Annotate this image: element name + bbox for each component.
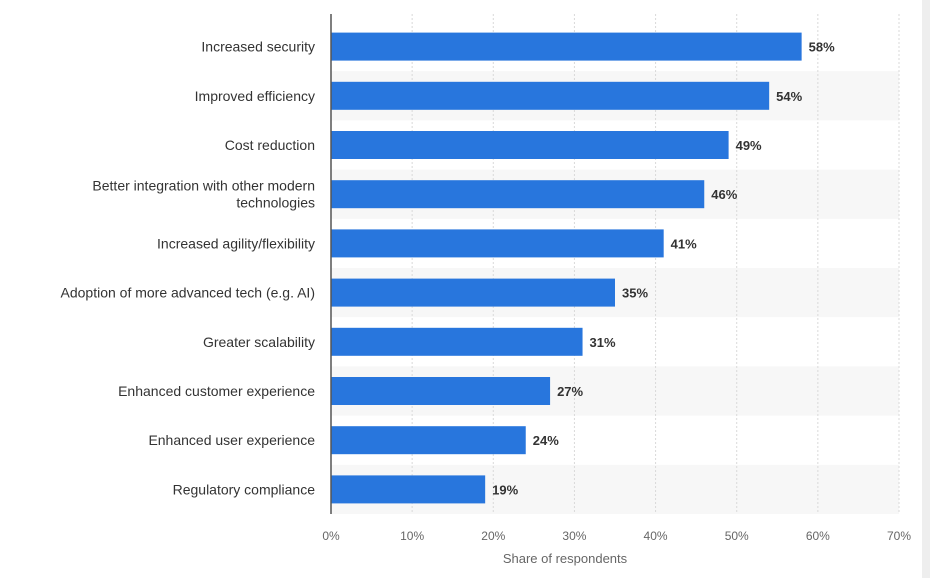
bar[interactable] <box>331 426 526 455</box>
bar[interactable] <box>331 32 802 61</box>
x-tick-label: 50% <box>725 529 749 543</box>
bar[interactable] <box>331 278 615 307</box>
bar[interactable] <box>331 229 664 258</box>
x-tick-label: 0% <box>322 529 340 543</box>
bar[interactable] <box>331 327 583 356</box>
category-label: Improved efficiency <box>195 88 315 104</box>
value-label: 31% <box>590 335 616 350</box>
category-label: Increased security <box>201 39 315 55</box>
category-label: Increased agility/flexibility <box>157 235 315 251</box>
value-label: 46% <box>711 187 737 202</box>
value-labels: 58% 54% 49% 46% 41% 35% 31% 27% 24% 19% <box>492 40 835 498</box>
x-axis-title: Share of respondents <box>503 551 628 566</box>
value-label: 19% <box>492 482 518 497</box>
category-label: Greater scalability <box>203 334 315 350</box>
category-label: Enhanced customer experience <box>118 383 315 399</box>
value-label: 41% <box>671 236 697 251</box>
x-tick-labels: 0% 10% 20% 30% 40% 50% 60% 70% <box>322 529 911 543</box>
bar[interactable] <box>331 81 770 110</box>
value-label: 58% <box>809 40 835 55</box>
bar[interactable] <box>331 377 551 405</box>
x-tick-label: 60% <box>806 529 830 543</box>
category-label: Better integration with other modern tech… <box>92 178 315 211</box>
category-label: Regulatory compliance <box>173 481 316 497</box>
bar[interactable] <box>331 131 729 159</box>
bar[interactable] <box>331 475 486 504</box>
value-label: 35% <box>622 286 648 301</box>
bar[interactable] <box>331 180 705 209</box>
category-label: Enhanced user experience <box>148 432 315 448</box>
x-tick-label: 10% <box>400 529 424 543</box>
scrollbar-strip <box>922 0 930 578</box>
x-tick-label: 20% <box>481 529 505 543</box>
x-tick-label: 40% <box>644 529 668 543</box>
value-label: 54% <box>776 89 802 104</box>
x-tick-label: 30% <box>562 529 586 543</box>
x-tick-label: 70% <box>887 529 911 543</box>
value-label: 24% <box>533 433 559 448</box>
value-label: 49% <box>736 138 762 153</box>
value-label: 27% <box>557 384 583 399</box>
category-label: Cost reduction <box>225 137 315 153</box>
category-label: Adoption of more advanced tech (e.g. AI) <box>61 285 316 301</box>
category-labels: Increased security Improved efficiency Cos… <box>61 39 316 498</box>
bars <box>331 32 802 504</box>
